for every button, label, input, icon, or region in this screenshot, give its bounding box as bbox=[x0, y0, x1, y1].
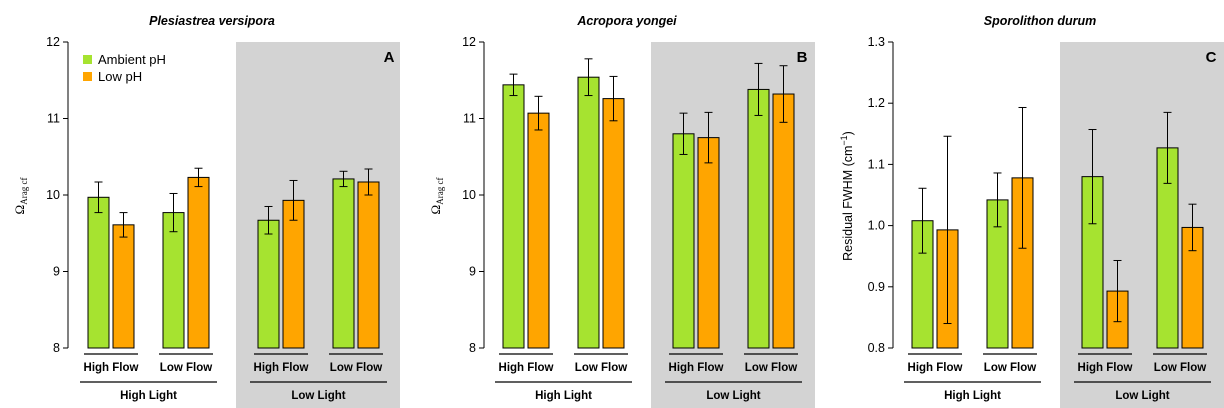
light-group-label: High Light bbox=[944, 390, 1001, 402]
y-tick-label: 11 bbox=[47, 112, 60, 126]
panel-c-y-axis-superscript: −1 bbox=[839, 135, 849, 145]
y-tick-label: 12 bbox=[462, 35, 476, 49]
panel-b-letter: B bbox=[797, 49, 808, 66]
light-group-label: Low Light bbox=[1115, 390, 1169, 402]
y-tick-label: 8 bbox=[469, 341, 476, 355]
panel-c-letter: C bbox=[1206, 49, 1217, 66]
y-tick-label: 1.2 bbox=[868, 96, 885, 110]
panel-a-plot: 8 9 10 11 12 High Flow Low Flow High Flow Low Fl… bbox=[46, 35, 387, 402]
y-tick-label: 9 bbox=[469, 265, 476, 279]
legend-ambient-label: Ambient pH bbox=[98, 52, 166, 67]
flow-group-label: High Flow bbox=[84, 362, 139, 374]
panel-b-y-axis-subscript: Arag cf bbox=[435, 178, 445, 205]
light-group-label: Low Light bbox=[706, 390, 760, 402]
bar bbox=[577, 76, 600, 349]
y-tick-label: 0.9 bbox=[868, 280, 885, 294]
bar bbox=[747, 88, 770, 349]
panel-c-y-axis-suffix: ) bbox=[841, 131, 855, 135]
y-tick-label: 10 bbox=[46, 188, 60, 202]
panel-a-title: Plesiastrea versipora bbox=[149, 14, 275, 28]
bar bbox=[187, 176, 210, 349]
bar bbox=[332, 178, 355, 349]
panel-a-letter: A bbox=[384, 49, 395, 66]
flow-group-label: High Flow bbox=[1078, 362, 1133, 374]
bar bbox=[602, 98, 625, 349]
panel-c: Sporolithon durum C Residual FWHM (cm−1)… bbox=[839, 14, 1224, 408]
flow-group-label: Low Flow bbox=[1154, 362, 1206, 374]
bar bbox=[772, 93, 795, 349]
bar bbox=[162, 212, 185, 349]
panel-c-y-axis-text: Residual FWHM (cm bbox=[841, 146, 855, 261]
bar bbox=[357, 181, 380, 349]
light-group-label: High Light bbox=[535, 390, 592, 402]
panel-c-y-axis-label: Residual FWHM (cm−1) bbox=[839, 131, 855, 261]
panel-c-plot: 0.8 0.9 1.0 1.1 1.2 1.3 High Flow Low Flow High … bbox=[868, 35, 1211, 402]
flow-group-label: High Flow bbox=[499, 362, 554, 374]
y-tick-label: 1.0 bbox=[868, 219, 885, 233]
flow-group-label: Low Flow bbox=[745, 362, 797, 374]
y-tick-label: 0.8 bbox=[868, 341, 885, 355]
bar bbox=[112, 224, 135, 349]
panel-a-y-axis-label: ΩArag cf bbox=[12, 178, 29, 215]
panel-b-y-axis-symbol: Ω bbox=[428, 205, 443, 215]
bar bbox=[697, 137, 720, 349]
flow-group-label: Low Flow bbox=[575, 362, 627, 374]
panel-c-title: Sporolithon durum bbox=[984, 14, 1096, 28]
panel-b: Acropora yongei B ΩArag cf 8 9 10 11 12 High … bbox=[428, 14, 815, 408]
bar bbox=[257, 219, 280, 349]
bar bbox=[502, 84, 525, 349]
panel-a-legend: Ambient pH Low pH bbox=[83, 52, 166, 84]
flow-group-label: High Flow bbox=[254, 362, 309, 374]
legend-ambient-swatch bbox=[83, 55, 92, 64]
y-tick-label: 1.1 bbox=[868, 157, 885, 171]
panel-b-plot: 8 9 10 11 12 High Flow Low Flow High Flow Low Fl… bbox=[462, 35, 802, 402]
y-tick-label: 8 bbox=[53, 341, 60, 355]
panel-b-y-axis-label: ΩArag cf bbox=[428, 178, 445, 215]
bar bbox=[282, 199, 305, 349]
light-group-label: High Light bbox=[120, 390, 177, 402]
y-tick-label: 9 bbox=[53, 265, 60, 279]
y-tick-label: 1.3 bbox=[868, 35, 885, 49]
y-tick-label: 10 bbox=[462, 188, 476, 202]
panel-a-y-axis-subscript: Arag cf bbox=[19, 178, 29, 205]
light-group-label: Low Light bbox=[291, 390, 345, 402]
y-tick-label: 12 bbox=[46, 35, 60, 49]
bar bbox=[87, 196, 110, 349]
flow-group-label: Low Flow bbox=[330, 362, 382, 374]
bar bbox=[672, 133, 695, 349]
flow-group-label: High Flow bbox=[669, 362, 724, 374]
panel-b-title: Acropora yongei bbox=[576, 14, 677, 28]
legend-low-swatch bbox=[83, 72, 92, 81]
bar bbox=[527, 112, 550, 349]
panel-a: Plesiastrea versipora A ΩArag cf Ambient… bbox=[12, 14, 400, 408]
flow-group-label: Low Flow bbox=[984, 362, 1036, 374]
y-tick-label: 11 bbox=[463, 112, 476, 126]
flow-group-label: Low Flow bbox=[160, 362, 212, 374]
legend-low-label: Low pH bbox=[98, 69, 142, 84]
flow-group-label: High Flow bbox=[908, 362, 963, 374]
panel-a-y-axis-symbol: Ω bbox=[12, 205, 27, 215]
